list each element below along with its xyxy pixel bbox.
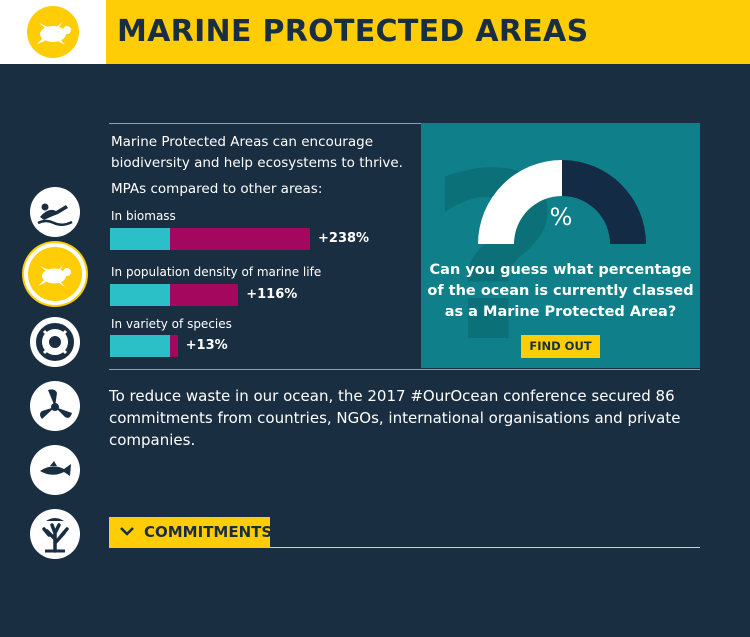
bar-increase — [170, 228, 310, 250]
quiz-question: Can you guess what percentage of the oce… — [427, 262, 694, 320]
commitments-label: COMMITMENTS — [144, 523, 273, 541]
lifebuoy-icon[interactable] — [30, 317, 80, 367]
gauge-icon — [478, 160, 646, 244]
bar-label: In variety of species — [111, 317, 232, 331]
compare-title: MPAs compared to other areas: — [111, 181, 323, 197]
bar-baseline — [110, 228, 170, 250]
bar — [110, 228, 310, 250]
bar-label: In population density of marine life — [111, 265, 322, 279]
swimmer-icon[interactable] — [30, 187, 80, 237]
fish-icon[interactable] — [30, 445, 80, 495]
divider — [270, 547, 700, 548]
bar — [110, 335, 178, 357]
turtle-icon — [24, 243, 86, 305]
divider — [109, 123, 700, 124]
bar-baseline — [110, 335, 170, 357]
header-logo — [0, 0, 106, 64]
divider — [109, 369, 700, 370]
chevron-down-icon — [120, 527, 134, 536]
bar-value: +238% — [318, 231, 370, 246]
bar-label: In biomass — [111, 209, 176, 223]
sidebar-item-turtle[interactable] — [22, 241, 88, 307]
find-out-button[interactable]: FIND OUT — [521, 335, 600, 358]
commitments-button[interactable]: COMMITMENTS — [109, 517, 273, 548]
page-title: MARINE PROTECTED AREAS — [117, 14, 589, 49]
bar — [110, 284, 239, 306]
waste-text: To reduce waste in our ocean, the 2017 #… — [109, 387, 681, 449]
quiz-panel: ? % Can you guess what percentage of the… — [421, 123, 700, 368]
bar-baseline — [110, 284, 170, 306]
intro-text: Marine Protected Areas can encourage bio… — [111, 134, 403, 171]
bar-value: +13% — [185, 338, 228, 353]
bar-increase — [170, 284, 239, 306]
coral-icon[interactable] — [30, 509, 80, 559]
bar-value: +116% — [246, 287, 298, 302]
header-bar: MARINE PROTECTED AREAS — [0, 0, 750, 64]
bar-increase — [170, 335, 178, 357]
percent-symbol: % — [549, 203, 573, 231]
propeller-icon[interactable] — [30, 381, 80, 431]
turtle-icon — [27, 6, 79, 58]
